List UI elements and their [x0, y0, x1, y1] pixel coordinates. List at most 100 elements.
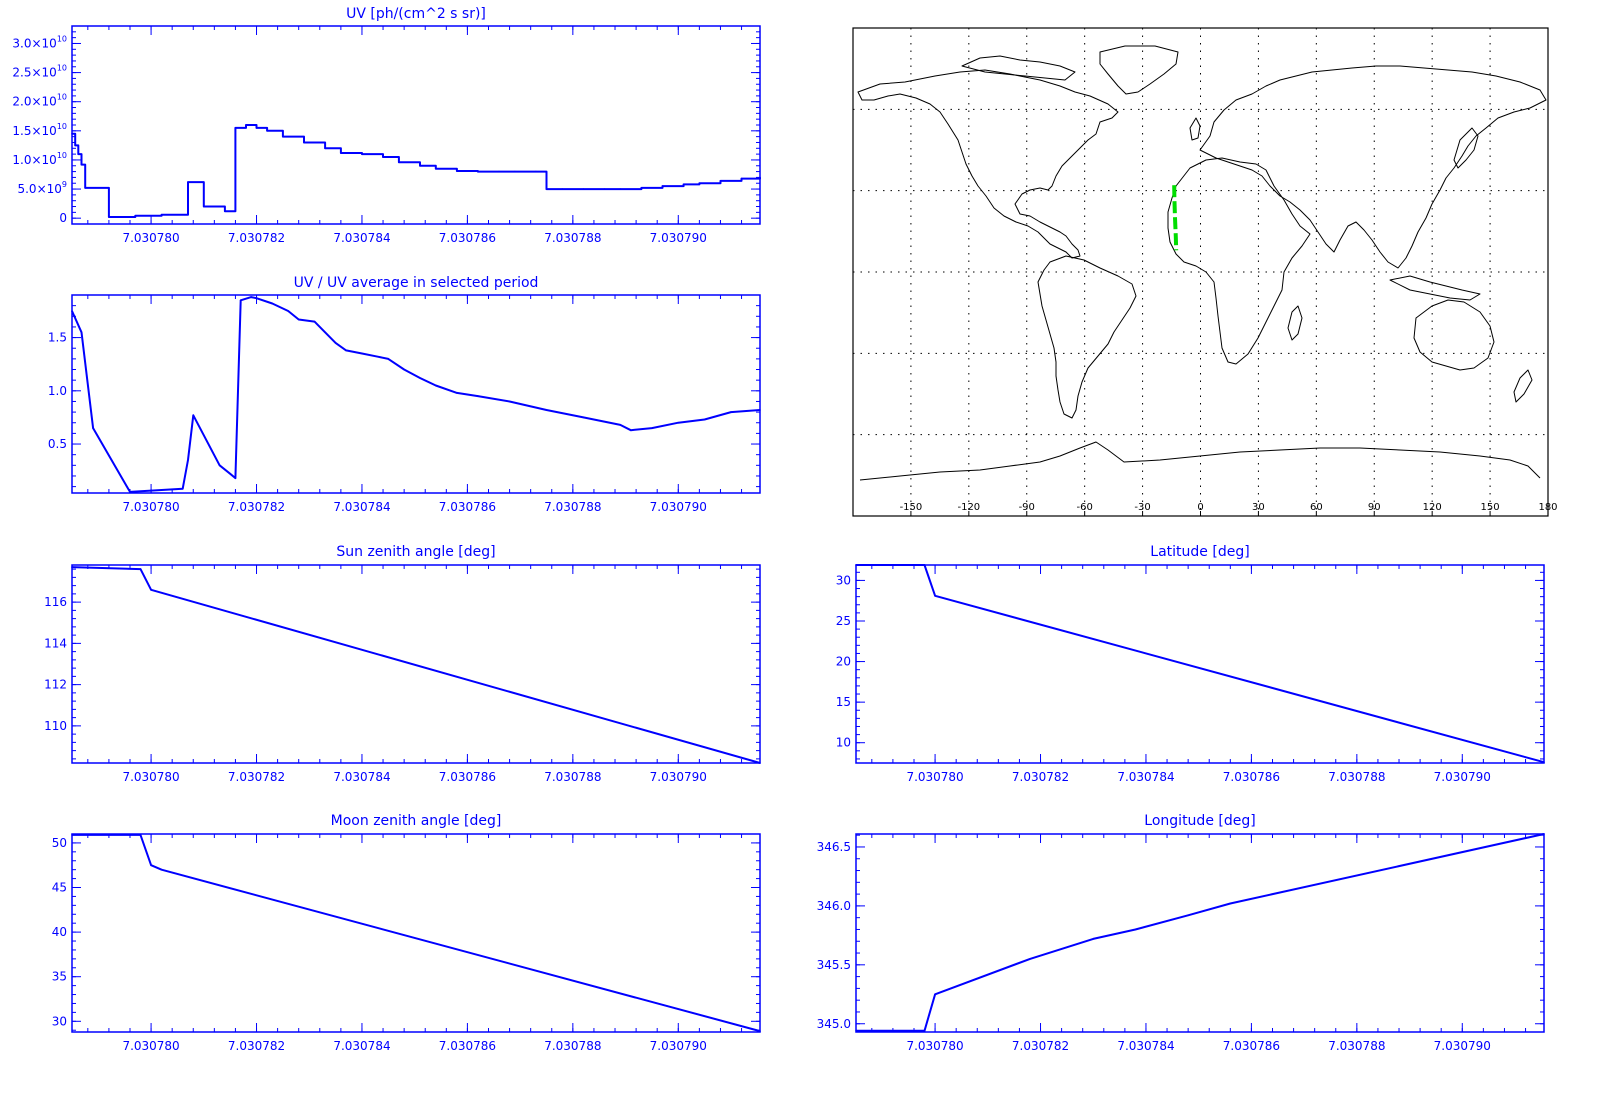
lat-data-point — [1543, 761, 1545, 763]
latitude-title: Latitude [deg] — [1150, 544, 1249, 560]
uv-data-point — [640, 187, 643, 189]
y-tick-label: 1.5×1010 — [12, 122, 67, 138]
southeast-asia-islands-outline — [1389, 275, 1481, 301]
uvratio-data-point — [377, 355, 379, 358]
uv-y-axis: 05.0×1091.0×10101.5×10102.0×10102.5×1010… — [12, 31, 760, 225]
sza-data-point — [150, 589, 152, 591]
longitude-panel: Longitude [deg] 7.030780 7.030782 7.030784… — [817, 813, 1545, 1053]
x-tick-label: 7.030788 — [544, 231, 601, 245]
sza-data-point — [71, 566, 73, 568]
map-x-tick-label: -120 — [957, 502, 980, 513]
longitude-x-axis: 7.030780 7.030782 7.030784 7.030786 7.030788… — [871, 834, 1527, 1053]
lon-data-point — [1134, 928, 1137, 931]
y-tick-label-base: 5.0×10 — [17, 182, 61, 196]
uv-data-point — [698, 182, 701, 184]
y-tick-label: 50 — [52, 836, 67, 850]
y-tick-label: 30 — [836, 573, 851, 587]
uvratio-data-point — [456, 392, 458, 394]
eurasia-outline — [1199, 65, 1547, 269]
x-tick-label: 7.030790 — [1434, 770, 1491, 784]
x-tick-label: 7.030782 — [1012, 770, 1069, 784]
y-tick-label: 35 — [52, 970, 67, 984]
x-tick-label: 7.030788 — [1328, 1039, 1385, 1053]
uv-data-point — [160, 213, 163, 216]
uv-x-axis: 7.030780 7.030782 7.030784 7.030786 7.030788… — [87, 26, 743, 245]
uvratio-data-point — [345, 349, 347, 352]
uv-panel: UV [ph/(cm^2 s sr)] 7.030780 7.030782 7.03… — [12, 6, 761, 245]
uv-ratio-series — [71, 296, 761, 493]
x-tick-label: 7.030784 — [1117, 1039, 1174, 1053]
y-tick-label-base: 1.5×10 — [12, 124, 56, 138]
map-x-tick-label: 120 — [1423, 502, 1442, 513]
uvratio-series-line — [71, 296, 761, 493]
y-tick-label-exponent: 10 — [57, 93, 67, 102]
australia-outline — [1413, 299, 1495, 371]
new-zealand-outline — [1513, 369, 1533, 403]
mza-data-point — [150, 864, 152, 866]
x-tick-label: 7.030786 — [439, 500, 496, 514]
uv-data-point — [514, 170, 516, 173]
lon-data-point — [934, 993, 936, 996]
x-tick-label: 7.030788 — [544, 500, 601, 514]
x-tick-label: 7.030780 — [122, 500, 179, 514]
y-tick-label: 1.0×1010 — [12, 151, 67, 167]
y-tick-label: 110 — [44, 719, 67, 733]
moon-zenith-frame — [71, 833, 761, 1033]
x-tick-label: 7.030784 — [333, 1039, 390, 1053]
latitude-y-axis: 10 15 20 25 30 — [836, 571, 1544, 760]
y-tick-label: 346.0 — [817, 899, 851, 913]
map-x-tick-label: -150 — [900, 502, 923, 513]
uv-series — [71, 124, 761, 218]
x-tick-label: 7.030790 — [650, 1039, 707, 1053]
y-tick-label: 0.5 — [48, 437, 67, 451]
latitude-panel: Latitude [deg] 7.030780 7.030782 7.030784 7… — [836, 544, 1545, 784]
uvratio-data-point — [250, 296, 252, 298]
uvratio-data-point — [677, 421, 680, 424]
y-tick-label-exponent: 10 — [57, 64, 67, 73]
sun-zenith-y-axis: 110 112 114 116 — [44, 568, 760, 760]
y-tick-label: 25 — [836, 614, 851, 628]
uvratio-data-point — [229, 473, 231, 475]
mza-data-point — [71, 834, 73, 836]
longitude-y-axis: 345.0 345.5 346.0 346.5 — [817, 834, 1544, 1031]
uv-data-point — [740, 177, 743, 180]
uvratio-data-point — [324, 331, 326, 334]
sun-zenith-panel: Sun zenith angle [deg] 7.030780 7.030782 7… — [44, 544, 761, 784]
y-tick-label-base: 1.0×10 — [12, 153, 56, 167]
uv-data-point — [255, 127, 258, 129]
moon-zenith-title: Moon zenith angle [deg] — [331, 813, 502, 829]
latitude-series — [855, 564, 1545, 764]
uv-data-point — [361, 153, 363, 155]
lon-data-point — [1092, 938, 1094, 940]
uvratio-data-point — [187, 459, 189, 461]
uvratio-data-point — [192, 414, 195, 417]
uv-ratio-x-axis: 7.030780 7.030782 7.030784 7.030786 7.030788… — [87, 295, 743, 514]
satellite-track — [1172, 185, 1179, 251]
y-tick-label: 2.0×1010 — [12, 93, 67, 109]
mza-data-point — [139, 834, 142, 836]
moon-zenith-panel: Moon zenith angle [deg] 7.030780 7.030782… — [52, 813, 761, 1053]
lon-data-point — [855, 1030, 857, 1032]
uvratio-data-point — [582, 416, 585, 419]
map-x-tick-label: 60 — [1310, 502, 1323, 513]
y-tick-label-base: 0 — [59, 211, 67, 225]
x-tick-label: 7.030782 — [228, 500, 285, 514]
y-tick-label-base: 2.0×10 — [12, 95, 56, 109]
uvratio-data-point — [255, 297, 258, 300]
lat-data-point — [934, 595, 936, 597]
y-tick-label: 112 — [44, 678, 67, 692]
y-tick-label-exponent: 10 — [57, 122, 67, 131]
uv-data-point — [382, 156, 384, 158]
uv-ratio-frame — [71, 294, 761, 494]
x-tick-label: 7.030784 — [333, 231, 390, 245]
uvratio-data-point — [387, 358, 390, 360]
lon-data-point — [1029, 958, 1031, 960]
uvratio-data-point — [80, 331, 83, 334]
uvratio-data-point — [271, 302, 274, 305]
sun-zenith-title: Sun zenith angle [deg] — [336, 544, 495, 560]
uv-data-point — [84, 187, 86, 189]
uvratio-data-point — [651, 427, 653, 429]
y-tick-label: 2.5×1010 — [12, 64, 67, 80]
uvratio-data-point — [287, 310, 290, 312]
